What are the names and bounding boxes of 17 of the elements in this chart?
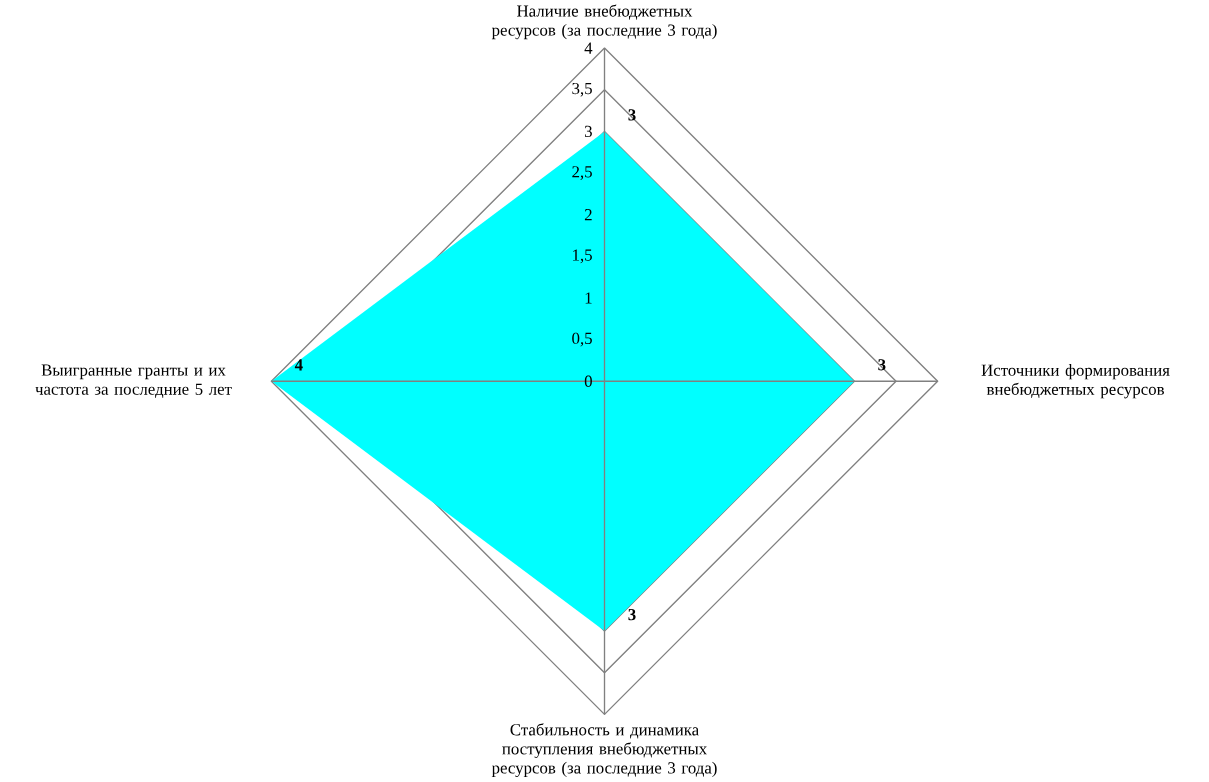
data-label: 3 [628, 109, 636, 121]
y-tick-label: 0,5 [572, 332, 592, 347]
spoke-label: Источники формирования внебюджетных ресурсов [981, 364, 1170, 399]
y-tick-label: 2,5 [572, 166, 592, 181]
y-tick-label: 0 [584, 375, 592, 388]
spoke-label: Выигранные гранты и их частота за последние 5 лет [35, 364, 232, 399]
y-tick-label: 1 [585, 292, 592, 304]
y-tick-label: 3 [584, 125, 592, 138]
data-label: 4 [294, 359, 303, 371]
y-tick-label: 2 [584, 209, 592, 221]
spoke-label: Стабильность и динамика поступления внебюджетных ресурсов (за последние 3 года) [491, 723, 717, 778]
y-tick-label: 4 [584, 42, 593, 54]
data-label: 3 [878, 359, 886, 371]
spoke-label: Наличие внебюджетных ресурсов (за последние 3 года) [491, 4, 717, 40]
y-tick-label: 1,5 [573, 249, 592, 264]
data-label: 3 [628, 609, 636, 621]
y-tick-label: 3,5 [572, 83, 592, 97]
